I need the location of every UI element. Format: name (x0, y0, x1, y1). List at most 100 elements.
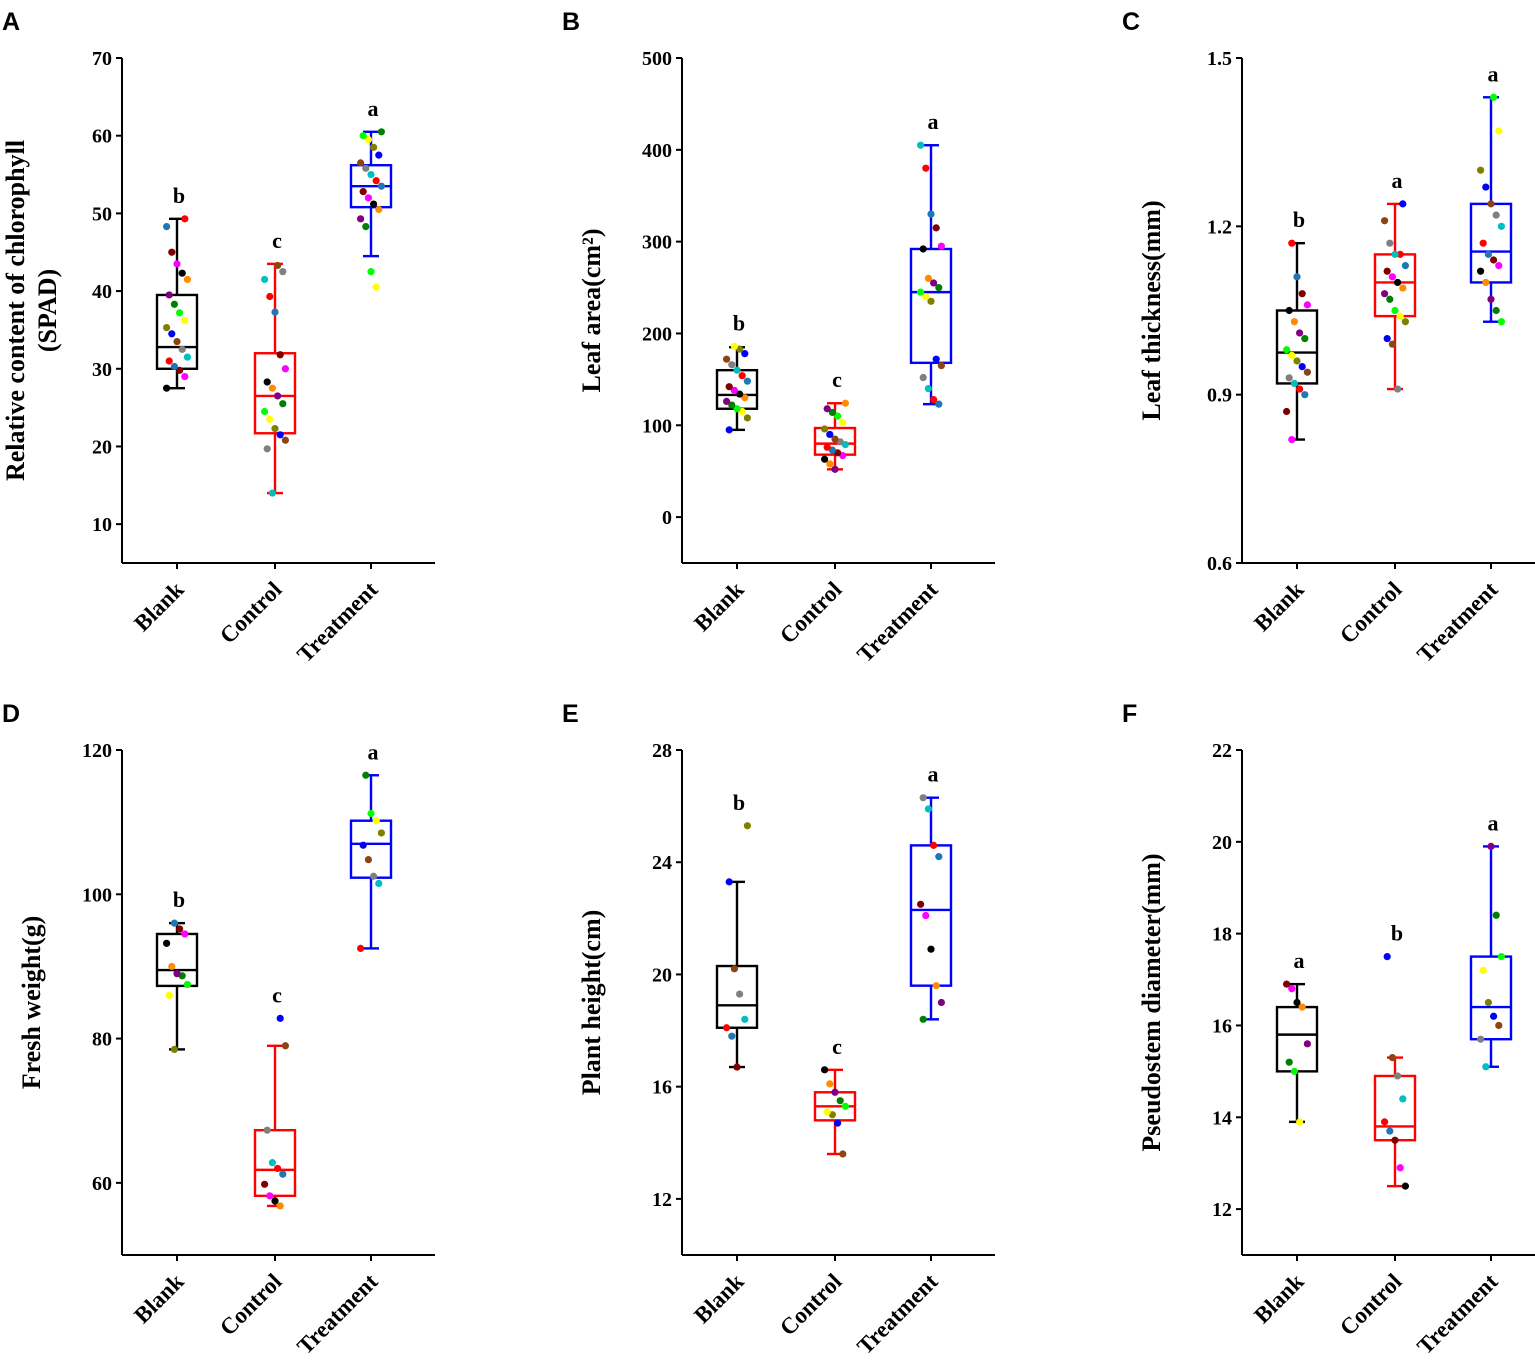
data-point (836, 1097, 844, 1105)
data-point (370, 872, 378, 880)
data-point (168, 330, 176, 338)
data-point (919, 245, 927, 253)
data-point (935, 283, 943, 292)
data-point (183, 275, 191, 284)
data-point (1482, 278, 1490, 287)
box-control (253, 352, 297, 435)
data-point (181, 372, 189, 381)
data-point (263, 1126, 271, 1134)
x-tick-label-blank: Blank (129, 577, 188, 636)
y-tick-label: 24 (652, 852, 672, 874)
data-point (266, 292, 274, 301)
data-point (723, 397, 731, 405)
panel-letter: B (562, 8, 580, 36)
data-point (1490, 93, 1498, 101)
significance-letter: c (272, 228, 282, 253)
data-point (1288, 435, 1296, 444)
y-tick-label: 100 (642, 415, 672, 437)
significance-letter: b (733, 310, 745, 335)
data-point (1388, 273, 1396, 281)
data-point (917, 900, 925, 908)
y-tick-label: 40 (92, 281, 112, 303)
significance-letter: a (928, 762, 939, 787)
x-tick-label-control: Control (1335, 577, 1407, 649)
data-point (1482, 183, 1490, 191)
data-point (1492, 211, 1500, 219)
data-point (367, 268, 375, 276)
data-point (1301, 391, 1309, 399)
data-point (178, 345, 186, 353)
data-point (176, 366, 184, 374)
y-axis-title: Plant height(cm) (577, 910, 606, 1096)
data-point (1285, 374, 1293, 382)
data-point (165, 991, 173, 999)
data-point (730, 965, 738, 973)
data-point (168, 962, 176, 971)
data-point (919, 373, 927, 382)
y-tick-label: 70 (92, 48, 112, 70)
box-treatment (1469, 202, 1513, 284)
data-point (268, 384, 276, 392)
data-point (168, 248, 176, 256)
panel-d: D 60 80 100 120 Fresh weight(g) Blank Control Tr… (2, 700, 435, 1359)
data-point (1391, 306, 1399, 315)
data-point (821, 455, 829, 463)
significance-letter: a (1294, 948, 1305, 973)
data-point (1492, 911, 1500, 919)
data-point (930, 279, 938, 287)
significance-letter: c (272, 982, 282, 1007)
data-point (1477, 1035, 1485, 1043)
y-tick-label: 1.5 (1207, 48, 1232, 70)
data-point (271, 1197, 279, 1205)
data-point (165, 357, 173, 365)
y-axis-title: Leaf area(cm²) (577, 229, 606, 393)
data-point (279, 1170, 287, 1178)
data-point (839, 1150, 847, 1158)
data-point (377, 128, 385, 136)
data-point (176, 309, 184, 317)
data-point (279, 268, 287, 276)
y-tick-label: 60 (92, 126, 112, 148)
data-point (268, 489, 276, 497)
x-tick-label-treatment: Treatment (852, 577, 942, 667)
x-tick-label-control: Control (215, 1269, 287, 1341)
x-tick-label-control: Control (1335, 1269, 1407, 1341)
y-tick-label: 0.6 (1207, 553, 1232, 575)
data-point (1487, 295, 1495, 303)
x-tick-label-treatment: Treatment (292, 1269, 382, 1359)
data-point (1301, 334, 1309, 343)
data-point (1487, 200, 1495, 208)
data-point (1477, 267, 1485, 275)
data-point (723, 1024, 731, 1032)
data-point (359, 132, 367, 140)
data-point (375, 151, 383, 159)
box-control (253, 1128, 297, 1198)
data-point (741, 350, 749, 358)
data-point (922, 293, 930, 301)
data-point (173, 260, 181, 268)
x-tick-label-treatment: Treatment (1412, 1269, 1502, 1359)
data-point (377, 829, 385, 837)
data-point (357, 944, 365, 952)
data-point (1401, 262, 1409, 270)
data-point (1495, 127, 1503, 135)
y-tick-label: 12 (1212, 1199, 1232, 1221)
box-blank (155, 932, 199, 988)
data-point (1396, 312, 1404, 320)
y-tick-label: 100 (82, 884, 112, 906)
data-point (1386, 239, 1394, 247)
y-tick-label: 0 (662, 507, 672, 529)
data-point (932, 224, 940, 232)
y-tick-label: 16 (1212, 1015, 1232, 1037)
panel-c: C 0.6 0.9 1.2 1.5 Leaf thickness(mm) Blank Cont… (1122, 8, 1535, 667)
data-point (736, 990, 744, 998)
y-tick-label: 500 (642, 48, 672, 70)
data-point (1288, 985, 1296, 993)
data-point (738, 372, 746, 380)
y-tick-label: 60 (92, 1173, 112, 1195)
significance-letter: a (928, 109, 939, 134)
box-treatment (909, 844, 953, 987)
y-tick-label: 22 (1212, 740, 1232, 762)
data-point (165, 291, 173, 299)
